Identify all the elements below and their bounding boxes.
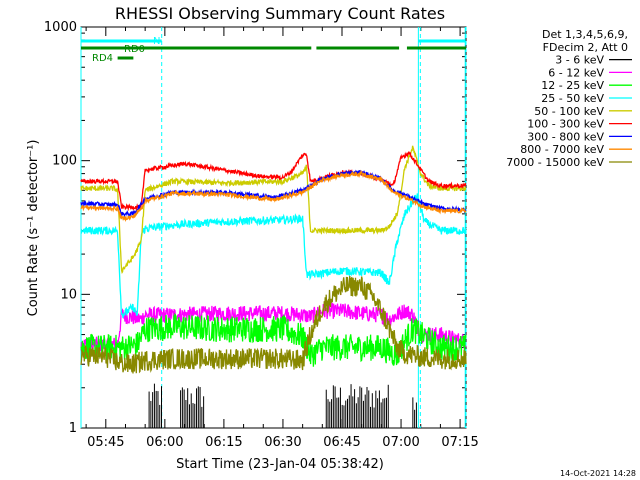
legend-entry-label: 12 - 25 keV <box>541 79 604 92</box>
x-tick-label: 05:45 <box>87 435 124 450</box>
series-line-7 <box>80 169 467 223</box>
chart-title: RHESSI Observing Summary Count Rates <box>115 4 445 23</box>
x-axis-title: Start Time (23-Jan-04 05:38:42) <box>176 457 384 472</box>
y-tick-label: 1000 <box>44 20 77 35</box>
legend-entry-label: 25 - 50 keV <box>541 92 604 105</box>
black-spike-group <box>325 384 389 428</box>
series-line-4 <box>80 145 467 275</box>
plot-area: 1 10 100 1000 05:45 06:00 06:15 06:30 06:45 07:00… <box>44 20 479 450</box>
x-tick-label: 07:00 <box>382 435 419 450</box>
x-tick-label: 06:30 <box>264 435 301 450</box>
series-line-5 <box>80 151 467 212</box>
x-tick-label: 06:00 <box>146 435 183 450</box>
y-tick-label: 1 <box>69 421 77 436</box>
legend-entry-label: 300 - 800 keV <box>527 130 604 143</box>
x-tick-label: 06:45 <box>323 435 360 450</box>
legend-entry-label: 100 - 300 keV <box>527 118 604 131</box>
plot-frame <box>80 26 467 429</box>
series-line-8 <box>80 275 467 374</box>
x-tick-label: 06:15 <box>205 435 242 450</box>
footer-timestamp: 14-Oct-2021 14:28 <box>560 469 636 478</box>
legend-entry-label: 6 - 12 keV <box>548 66 604 79</box>
y-tick-label: 100 <box>52 154 77 169</box>
legend-header-line: FDecim 2, Att 0 <box>543 41 628 54</box>
y-tick-label: 10 <box>60 287 77 302</box>
att-label-rd4: RD4 <box>92 53 113 64</box>
black-spike-group <box>148 383 163 428</box>
series-line-2 <box>80 312 467 367</box>
black-spike-group <box>412 397 417 428</box>
x-tick-label: 07:15 <box>441 435 478 450</box>
legend: Det 1,3,4,5,6,9,FDecim 2, Att 03 - 6 keV… <box>506 28 632 169</box>
series-line-3 <box>80 193 467 319</box>
att-label-rd0: RD0 <box>124 44 145 55</box>
legend-header-line: Det 1,3,4,5,6,9, <box>542 28 628 41</box>
series-line-1 <box>80 301 467 353</box>
black-spike-group <box>180 386 205 428</box>
legend-entry-label: 800 - 7000 keV <box>520 143 604 156</box>
legend-entry-label: 50 - 100 keV <box>534 105 604 118</box>
legend-entry-label: 7000 - 15000 keV <box>506 156 604 169</box>
y-axis-title: Count Rate (s⁻¹ detector⁻¹) <box>26 140 41 317</box>
att-label-n: N <box>153 36 160 47</box>
legend-entry-label: 3 - 6 keV <box>555 54 604 67</box>
